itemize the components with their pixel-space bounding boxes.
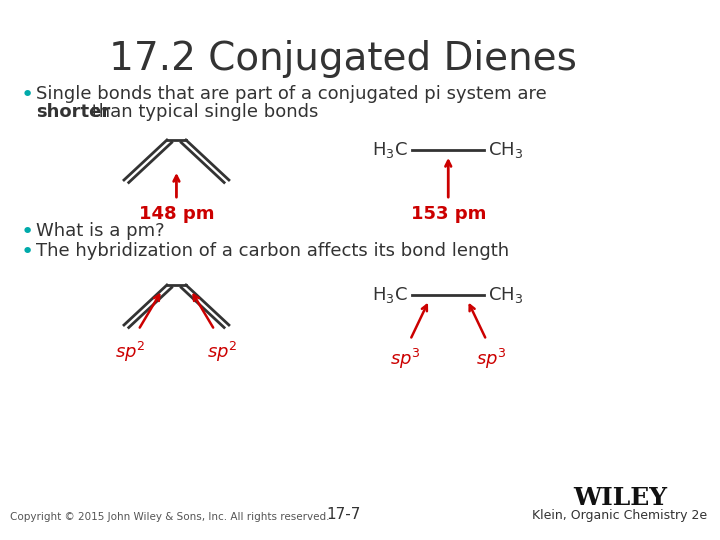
Text: WILEY: WILEY	[573, 486, 667, 510]
Text: 153 pm: 153 pm	[410, 205, 486, 223]
Text: •: •	[21, 242, 35, 262]
Text: $sp^2$: $sp^2$	[115, 340, 146, 364]
Text: •: •	[21, 85, 35, 105]
Text: than typical single bonds: than typical single bonds	[86, 103, 318, 121]
Text: What is a pm?: What is a pm?	[36, 222, 165, 240]
Text: 17.2 Conjugated Dienes: 17.2 Conjugated Dienes	[109, 40, 577, 78]
Text: The hybridization of a carbon affects its bond length: The hybridization of a carbon affects it…	[36, 242, 509, 260]
Text: Klein, Organic Chemistry 2e: Klein, Organic Chemistry 2e	[532, 509, 708, 522]
Text: CH$_3$: CH$_3$	[488, 285, 523, 305]
Text: •: •	[21, 222, 35, 242]
Text: H$_3$C: H$_3$C	[372, 285, 408, 305]
Text: $sp^2$: $sp^2$	[207, 340, 238, 364]
Text: 17-7: 17-7	[326, 507, 361, 522]
Text: 148 pm: 148 pm	[139, 205, 214, 223]
Text: shorter: shorter	[36, 103, 110, 121]
Text: $sp^3$: $sp^3$	[476, 347, 506, 371]
Text: H$_3$C: H$_3$C	[372, 140, 408, 160]
Text: Single bonds that are part of a conjugated pi system are: Single bonds that are part of a conjugat…	[36, 85, 547, 103]
Text: Copyright © 2015 John Wiley & Sons, Inc. All rights reserved.: Copyright © 2015 John Wiley & Sons, Inc.…	[9, 512, 329, 522]
Text: CH$_3$: CH$_3$	[488, 140, 523, 160]
Text: $sp^3$: $sp^3$	[390, 347, 420, 371]
